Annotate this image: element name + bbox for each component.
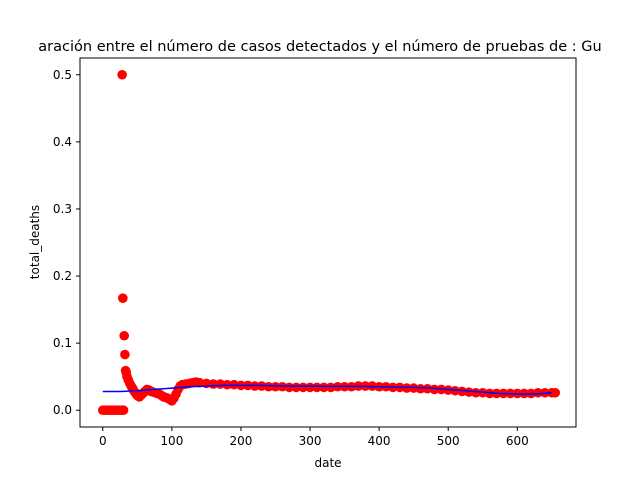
y-tick-label: 0.0 — [53, 403, 72, 417]
scatter-point — [533, 387, 543, 398]
scatter-point — [457, 386, 467, 397]
scatter-point — [312, 382, 322, 393]
y-tick-label: 0.5 — [53, 68, 72, 82]
scatter-point — [277, 381, 288, 392]
scatter-point — [291, 382, 302, 393]
scatter-point — [120, 349, 130, 360]
scatter-point — [215, 379, 226, 389]
y-axis-label: total_deaths — [28, 205, 42, 279]
scatter-point — [325, 382, 336, 393]
x-axis: 0 100 200 300 400 500 600 — [99, 427, 529, 448]
x-tick-label: 600 — [506, 434, 529, 448]
y-tick-label: 0.3 — [53, 202, 72, 216]
scatter-point — [429, 384, 440, 395]
scatter-point — [270, 381, 281, 392]
x-tick-label: 100 — [160, 434, 183, 448]
scatter-point — [415, 383, 426, 394]
scatter-point — [298, 382, 308, 393]
chart-marks — [97, 69, 561, 416]
axes-frame — [79, 57, 577, 428]
x-tick-label: 300 — [299, 434, 322, 448]
x-axis-label: date — [314, 456, 341, 470]
scatter-point — [263, 381, 274, 392]
scatter-point — [401, 383, 412, 393]
scatter-point — [319, 382, 329, 393]
scatter-point — [422, 383, 433, 394]
scatter-point — [284, 382, 295, 393]
scatter-point — [484, 388, 495, 399]
y-tick-label: 0.4 — [53, 135, 72, 149]
x-tick-label: 500 — [437, 434, 460, 448]
scatter-point — [471, 387, 481, 398]
chart-title: aración entre el número de casos detecta… — [38, 39, 601, 55]
scatter-point — [117, 69, 127, 80]
x-tick-label: 200 — [230, 434, 253, 448]
trend-line — [102, 384, 552, 395]
scatter-point — [450, 385, 460, 396]
x-tick-label: 400 — [368, 434, 391, 448]
y-tick-label: 0.2 — [53, 269, 72, 283]
scatter-point — [119, 330, 130, 341]
scatter-point — [464, 387, 474, 397]
scatter-point — [550, 387, 561, 398]
scatter-point — [194, 377, 205, 388]
y-axis: 0.0 0.1 0.2 0.3 0.4 0.5 — [53, 68, 80, 417]
scatter-point — [118, 293, 128, 303]
x-tick-label: 0 — [99, 434, 107, 448]
scatter-point — [305, 382, 315, 393]
scatter-point — [118, 405, 129, 416]
y-tick-label: 0.1 — [53, 336, 72, 350]
